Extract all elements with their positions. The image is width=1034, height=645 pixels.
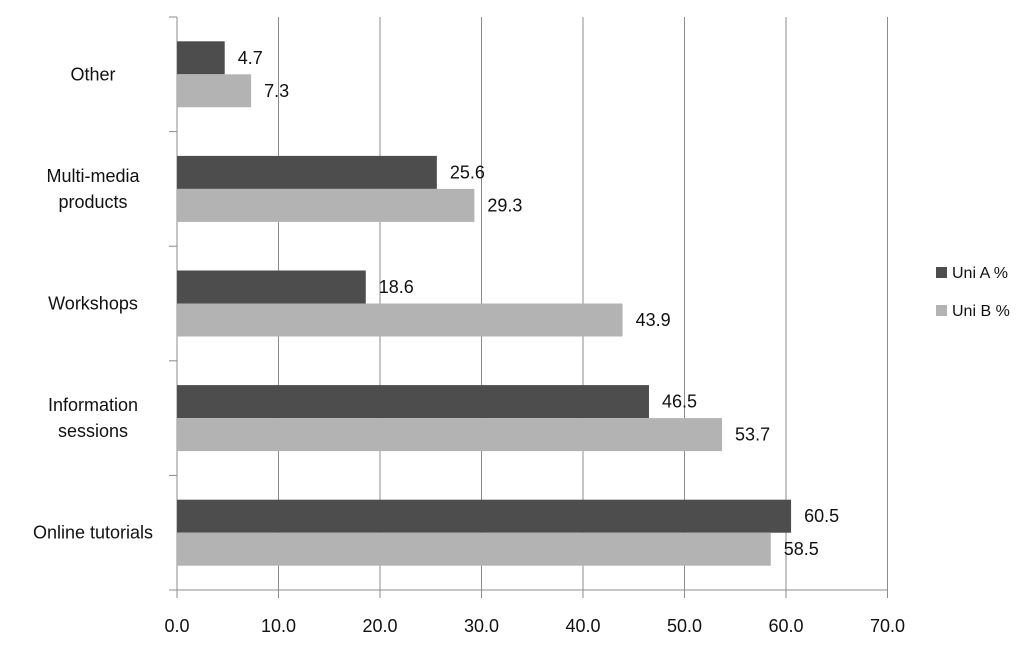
data-label: 53.7 — [735, 425, 770, 445]
legend-swatch — [936, 305, 947, 316]
category-label-line: Multi-media — [46, 166, 140, 186]
x-tick-label: 40.0 — [565, 616, 600, 636]
category-label: Other — [70, 64, 115, 84]
x-tick-label: 0.0 — [164, 616, 189, 636]
category-label-line: Workshops — [48, 294, 138, 314]
bar — [177, 270, 366, 304]
bar — [177, 155, 437, 189]
x-tick-label: 20.0 — [362, 616, 397, 636]
legend-swatch — [936, 267, 947, 278]
category-label: Information sessions — [48, 395, 138, 441]
x-tick-label: 10.0 — [261, 616, 296, 636]
bar — [177, 188, 475, 222]
category-label: Workshops — [48, 294, 138, 314]
category-label-line: products — [58, 192, 127, 212]
legend-label: Uni A % — [952, 265, 1008, 282]
category-label-line: Information — [48, 395, 138, 415]
x-tick-label: 30.0 — [464, 616, 499, 636]
x-tick-label: 60.0 — [768, 616, 803, 636]
bar — [177, 41, 225, 75]
legend-label: Uni B % — [952, 303, 1010, 320]
bar — [177, 499, 792, 533]
category-label-line: sessions — [58, 421, 128, 441]
bar — [177, 303, 623, 337]
x-tick-label: 70.0 — [870, 616, 905, 636]
data-label: 60.5 — [804, 506, 839, 526]
data-label: 4.7 — [238, 48, 263, 68]
category-label-line: Online tutorials — [33, 523, 153, 543]
x-tick-label: 50.0 — [667, 616, 702, 636]
data-label: 46.5 — [662, 392, 697, 412]
bar — [177, 74, 252, 108]
data-label: 7.3 — [264, 81, 289, 101]
bar — [177, 385, 649, 419]
bar — [177, 418, 723, 452]
category-label: Online tutorials — [33, 523, 153, 543]
data-label: 43.9 — [636, 310, 671, 330]
data-label: 25.6 — [450, 162, 485, 182]
data-label: 29.3 — [487, 195, 522, 215]
bar — [177, 532, 771, 566]
data-label: 58.5 — [784, 539, 819, 559]
category-label: Multi-media products — [46, 166, 140, 212]
category-label-line: Other — [70, 64, 115, 84]
data-label: 18.6 — [379, 277, 414, 297]
